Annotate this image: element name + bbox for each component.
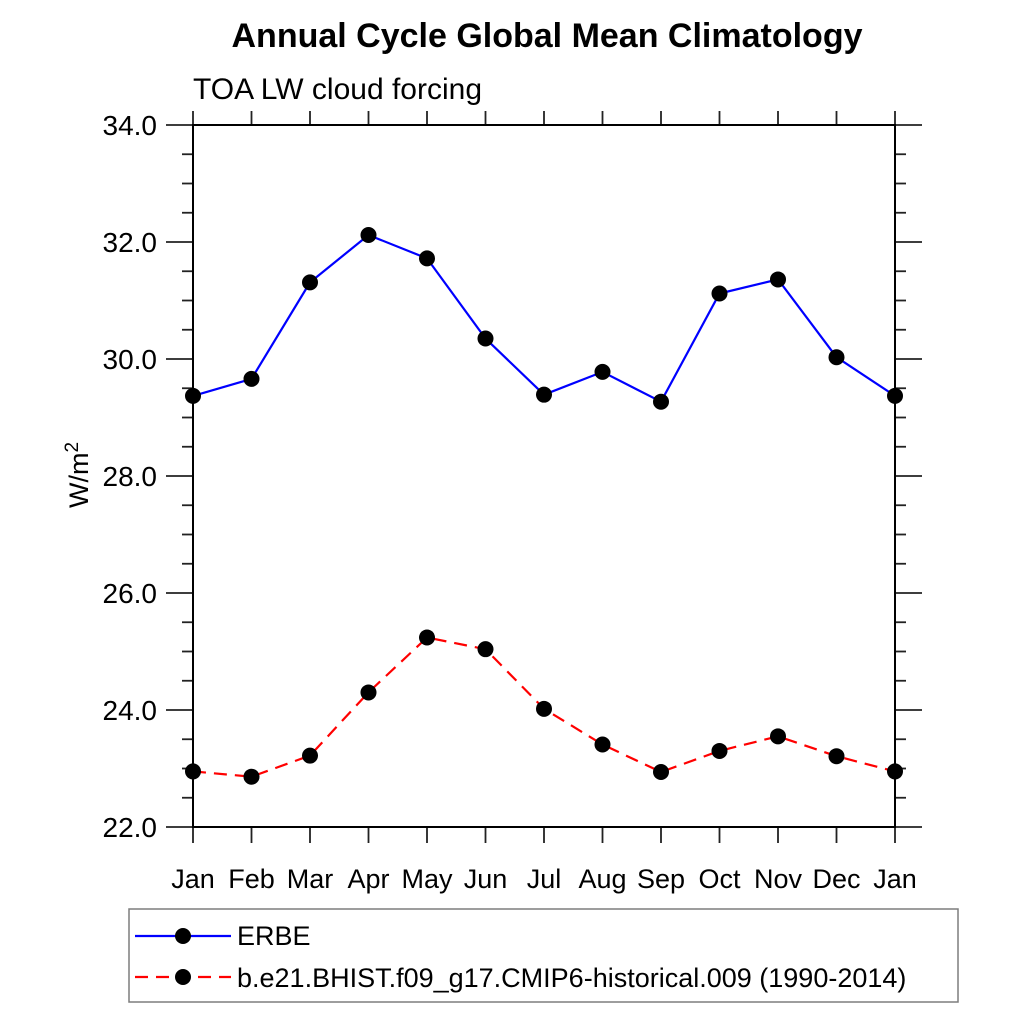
- data-point: [477, 641, 494, 658]
- data-point: [302, 274, 318, 291]
- legend-swatch-marker: [175, 928, 191, 944]
- x-tick-label: Apr: [347, 864, 389, 894]
- data-point: [828, 748, 845, 765]
- chart-title: Annual Cycle Global Mean Climatology: [232, 17, 863, 55]
- data-point: [419, 250, 435, 267]
- axes: 22.0 24.0 26.0 28.0 30.0 32.0 34.0 Jan Feb Mar Apr…: [103, 110, 922, 894]
- data-point: [477, 330, 494, 347]
- data-point: [653, 764, 669, 781]
- y-tick-label: 26.0: [103, 578, 158, 609]
- legend-label: ERBE: [237, 921, 311, 951]
- data-point: [770, 271, 786, 288]
- data-point: [302, 747, 318, 764]
- plot-frame: [192, 124, 896, 828]
- x-tick-label: May: [401, 864, 453, 894]
- data-point: [536, 700, 552, 717]
- x-tick-label: Jan: [171, 864, 215, 894]
- x-tick-label: Aug: [578, 864, 626, 894]
- legend-swatch-marker: [175, 969, 191, 985]
- x-tick-label: Feb: [228, 864, 275, 894]
- y-tick-label: 22.0: [103, 812, 158, 843]
- data-point: [243, 768, 260, 785]
- x-tick-label: Jan: [873, 864, 917, 894]
- data-point: [360, 226, 377, 243]
- data-point: [243, 370, 260, 387]
- x-tick-label: Oct: [698, 864, 741, 894]
- data-point: [887, 763, 903, 780]
- data-point: [419, 629, 435, 646]
- y-axis-label: W/m2: [62, 442, 94, 508]
- data-point: [594, 736, 611, 753]
- data-point: [536, 386, 552, 403]
- chart-subtitle: TOA LW cloud forcing: [193, 73, 482, 106]
- x-tick-label: Mar: [287, 864, 334, 894]
- data-point: [594, 363, 611, 380]
- data-point: [653, 393, 669, 410]
- series-line-0: [192, 233, 896, 404]
- data-point: [887, 387, 903, 404]
- legend-item-model: b.e21.BHIST.f09_g17.CMIP6-historical.009…: [135, 963, 906, 993]
- x-tick-label: Jul: [527, 864, 562, 894]
- data-point: [770, 728, 786, 745]
- y-tick-label: 30.0: [103, 344, 158, 375]
- series-group: [185, 226, 903, 785]
- legend-item-erbe: ERBE: [135, 921, 311, 951]
- x-tick-label: Sep: [637, 864, 685, 894]
- y-tick-label: 34.0: [103, 110, 158, 141]
- x-tick-label: Jun: [464, 864, 508, 894]
- data-point: [828, 349, 845, 366]
- data-point: [711, 285, 728, 302]
- legend: ERBE b.e21.BHIST.f09_g17.CMIP6-historica…: [128, 908, 959, 1003]
- data-point: [185, 387, 201, 404]
- data-point: [360, 684, 377, 701]
- legend-label: b.e21.BHIST.f09_g17.CMIP6-historical.009…: [237, 963, 906, 993]
- x-tick-label: Nov: [754, 864, 803, 894]
- legend-box: [128, 908, 959, 1003]
- data-point: [711, 742, 728, 759]
- y-tick-label: 28.0: [103, 461, 158, 492]
- data-point: [185, 763, 201, 780]
- x-tick-label: Dec: [812, 864, 860, 894]
- y-tick-label: 32.0: [103, 227, 158, 258]
- y-tick-label: 24.0: [103, 695, 158, 726]
